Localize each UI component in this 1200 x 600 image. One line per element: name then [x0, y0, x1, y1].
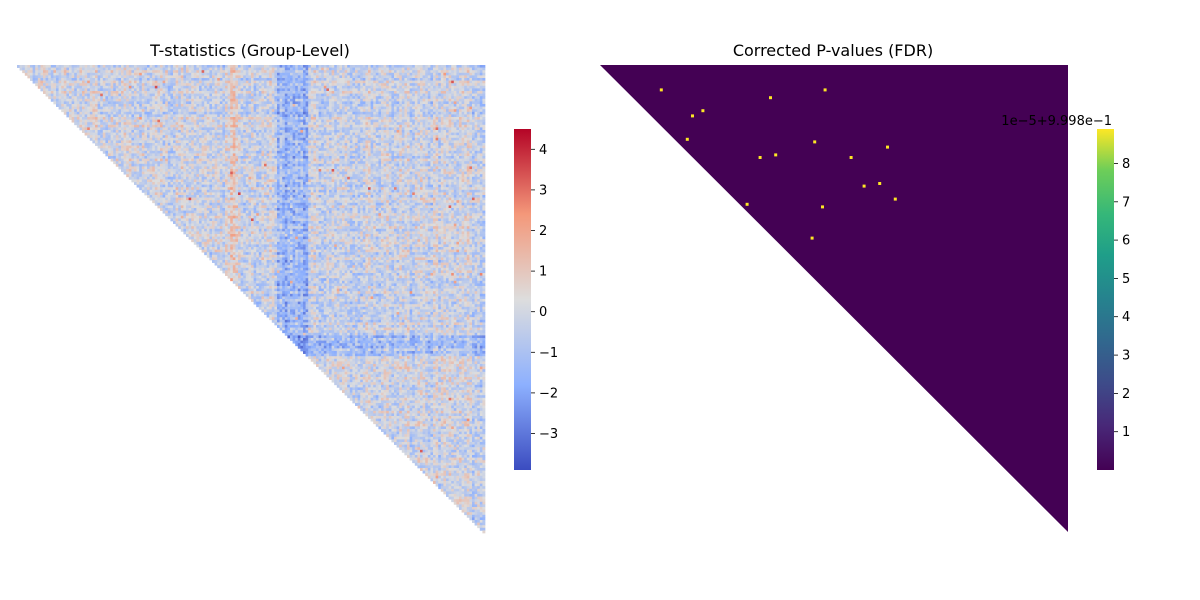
pval-highlight-cell — [745, 202, 749, 206]
pval-colorbar-offset: 1e−5+9.998e−1 — [1001, 114, 1112, 129]
pval-colorbar-ticks: 1 2 3 4 5 6 7 8 — [1114, 157, 1130, 440]
pval-highlight-cell — [886, 145, 889, 149]
tstat-colorbar-tick-label: 4 — [539, 143, 547, 158]
tstat-colorbar-tick-label: 3 — [539, 183, 547, 198]
pval-highlight-cell — [810, 236, 814, 240]
tstat-colorbar-tick-label: 1 — [539, 265, 547, 280]
tstat-title: T-statistics (Group-Level) — [149, 41, 350, 60]
pval-highlight-cell — [813, 140, 817, 144]
tstat-heatmap — [17, 65, 486, 534]
pval-colorbar-tick-label: 3 — [1122, 349, 1130, 364]
pval-highlight-cell — [769, 96, 772, 100]
pval-colorbar-tick-label: 6 — [1122, 234, 1130, 249]
tstat-colorbar-tick-label: 0 — [539, 305, 547, 320]
pval-highlight-cell — [701, 109, 705, 113]
pval-colorbar — [1097, 129, 1114, 470]
pval-highlight-cell — [849, 156, 853, 159]
pval-highlight-cells — [659, 88, 897, 240]
pval-highlight-cell — [862, 184, 866, 188]
pval-highlight-cell — [691, 114, 694, 118]
pval-highlight-cell — [821, 205, 824, 209]
pval-colorbar-tick-label: 8 — [1122, 157, 1130, 172]
tstat-colorbar-tick-label: 2 — [539, 224, 547, 239]
pval-colorbar-tick-label: 7 — [1122, 195, 1130, 210]
tstat-colorbar — [514, 129, 531, 470]
pval-colorbar-tick-label: 4 — [1122, 310, 1130, 325]
pval-title: Corrected P-values (FDR) — [733, 41, 933, 60]
pval-highlight-cell — [685, 137, 689, 141]
pval-highlight-cell — [893, 197, 897, 201]
pval-colorbar-tick-label: 5 — [1122, 272, 1130, 287]
tstat-colorbar-tick-label: −3 — [539, 427, 558, 442]
tstat-colorbar-tick-label: −2 — [539, 386, 558, 401]
pval-highlight-cell — [758, 156, 762, 159]
tstat-colorbar-ticks: −3 −2 −1 0 1 2 3 4 — [531, 143, 558, 442]
pval-heatmap — [600, 65, 1068, 532]
pval-colorbar-tick-label: 1 — [1122, 425, 1130, 440]
pval-highlight-cell — [823, 88, 827, 92]
tstat-colorbar-tick-label: −1 — [539, 346, 558, 361]
pval-highlight-cell — [659, 88, 663, 92]
pval-panel: Corrected P-values (FDR) 1e−5+9.998e−1 1… — [600, 41, 1130, 532]
pval-highlight-cell — [774, 153, 778, 157]
pval-colorbar-tick-label: 2 — [1122, 387, 1130, 402]
tstat-panel: T-statistics (Group-Level) — [17, 41, 558, 534]
pval-highlight-cell — [878, 182, 882, 185]
